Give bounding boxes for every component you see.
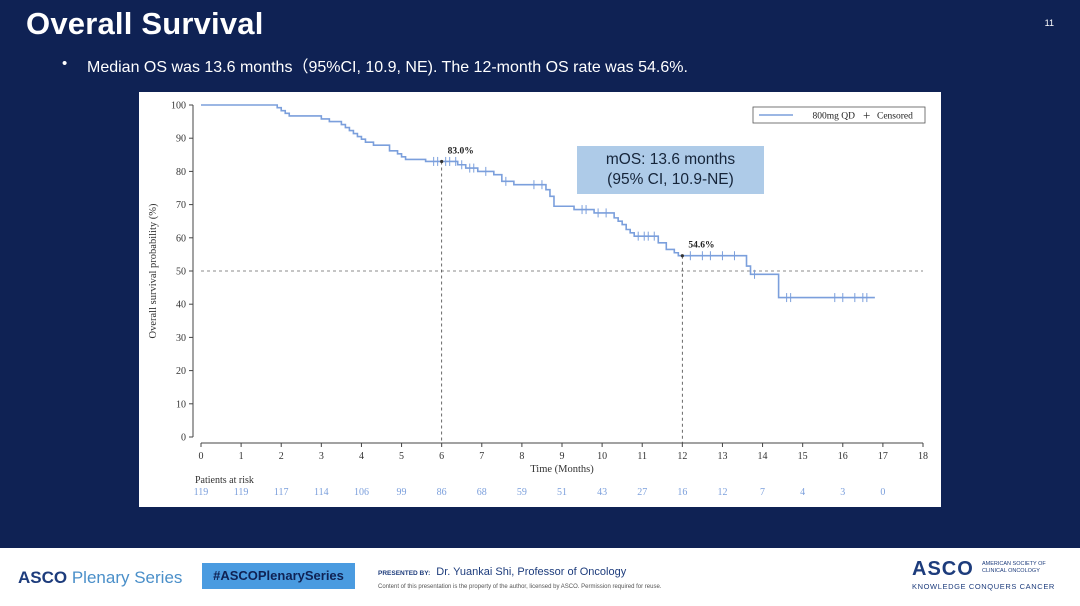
risk-count: 114 [314,487,329,498]
asco-plenary-logo: ASCO Plenary Series [18,568,183,587]
x-tick-label: 15 [798,451,808,462]
annotation-point [440,159,444,164]
risk-count: 7 [760,487,765,498]
risk-count: 0 [880,487,885,498]
x-tick-label: 8 [519,451,524,462]
annotation-label: 54.6% [688,241,714,251]
x-tick-label: 0 [199,451,204,462]
y-tick-label: 70 [176,200,186,211]
risk-count: 43 [597,487,607,498]
annotation-label: 83.0% [448,146,474,156]
x-tick-label: 14 [758,451,768,462]
y-axis-label: Overall survival probability (%) [148,203,159,339]
x-tick-label: 7 [479,451,484,462]
x-axis-label: Time (Months) [530,464,594,475]
risk-count: 51 [557,487,567,498]
y-tick-label: 10 [176,399,186,410]
x-tick-label: 13 [717,451,727,462]
y-tick-label: 100 [171,101,186,112]
risk-count: 117 [274,487,289,498]
y-tick-label: 50 [176,267,186,278]
asco-tagline: KNOWLEDGE CONQUERS CANCER [912,582,1055,591]
x-tick-label: 17 [878,451,888,462]
x-tick-label: 18 [918,451,928,462]
median-os-callout: mOS: 13.6 months (95% CI, 10.9-NE) [577,146,764,194]
legend-series-label: 800mg QD [813,112,856,122]
x-tick-label: 16 [838,451,848,462]
asco-society-name: AMERICAN SOCIETY OF CLINICAL ONCOLOGY [982,561,1046,574]
x-tick-label: 5 [399,451,404,462]
asco-logo: ASCO AMERICAN SOCIETY OF CLINICAL ONCOLOG… [912,558,1055,591]
x-tick-label: 2 [279,451,284,462]
x-tick-label: 9 [560,451,565,462]
x-tick-label: 6 [439,451,444,462]
y-tick-label: 60 [176,233,186,244]
legend-censor-symbol: + [863,108,870,123]
slide-background: Overall Survival 11 • Median OS was 13.6… [0,0,1080,548]
risk-count: 119 [234,487,249,498]
y-tick-label: 40 [176,300,186,311]
y-tick-label: 90 [176,134,186,145]
x-tick-label: 4 [359,451,364,462]
hashtag-badge: #ASCOPlenarySeries [202,563,355,589]
y-tick-label: 20 [176,366,186,377]
risk-count: 68 [477,487,487,498]
legend-censored-label: Censored [877,112,913,122]
bullet-text: Median OS was 13.6 months（95%CI, 10.9, N… [87,59,688,76]
y-tick-label: 80 [176,167,186,178]
annotation-point [680,254,684,258]
callout-line-1: mOS: 13.6 months [605,151,736,168]
risk-count: 86 [437,487,447,498]
x-tick-label: 12 [677,451,687,462]
risk-table-label: Patients at risk [195,475,254,486]
risk-count: 27 [637,487,647,498]
risk-count: 12 [717,487,727,498]
risk-count: 4 [800,487,805,498]
risk-count: 119 [194,487,209,498]
risk-count: 99 [397,487,407,498]
slide-number: 11 [1044,18,1054,28]
risk-count: 59 [517,487,527,498]
presenter-name: Dr. Yuankai Shi, Professor of Oncology [436,566,627,578]
bullet-icon: • [62,55,68,72]
presented-by: PRESENTED BY: Dr. Yuankai Shi, Professor … [378,566,627,578]
disclaimer: Content of this presentation is the prop… [378,584,662,590]
risk-count: 3 [840,487,845,498]
callout-line-2: (95% CI, 10.9-NE) [607,171,734,188]
chart-panel: 0 10 20 30 40 50 60 70 80 90 100 0 1 2 3 4 5 6 7 8 9 10 11 12 13… [139,92,941,507]
x-tick-label: 3 [319,451,324,462]
km-survival-line [201,104,875,299]
legend-box [752,106,926,124]
y-tick-label: 0 [181,433,186,444]
x-tick-label: 11 [637,451,647,462]
footer-bar: ASCO Plenary Series #ASCOPlenarySeries P… [0,548,1080,606]
x-tick-label: 10 [597,451,607,462]
risk-count: 106 [354,487,369,498]
x-tick-label: 1 [239,451,244,462]
risk-count: 16 [677,487,687,498]
y-tick-label: 30 [176,333,186,344]
page-title: Overall Survival [26,6,264,41]
